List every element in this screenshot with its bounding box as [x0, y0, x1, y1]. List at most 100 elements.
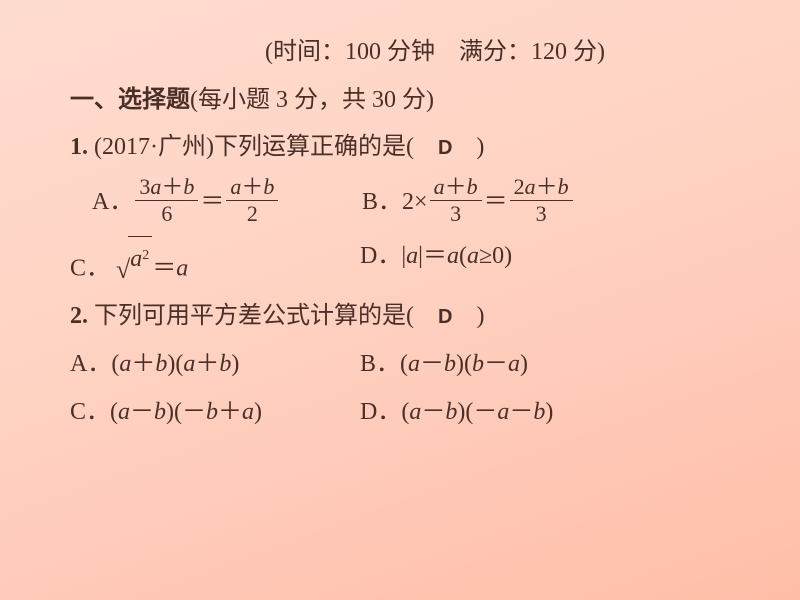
q1-text: (2017·广州)下列运算正确的是( [88, 134, 438, 160]
q2-option-a: A．(a＋b)(a＋b) [70, 342, 360, 388]
n: a [525, 174, 536, 199]
q1-number: 1. [70, 134, 88, 160]
a: a [176, 256, 188, 282]
time-unit: 分钟 满分： [381, 39, 531, 65]
q2-answer: D [438, 306, 452, 328]
q1-answer: D [438, 137, 452, 159]
t: ＋ [195, 351, 219, 377]
q2-text: 下列可用平方差公式计算的是( [88, 303, 438, 329]
eq: ＝ [152, 256, 176, 282]
sqrt-expr: √ a2 [116, 236, 152, 283]
opt-d-label: D． [360, 243, 401, 269]
n: b [263, 174, 274, 199]
t: ) [254, 399, 262, 425]
opt-c-label: C． [70, 256, 110, 282]
time-value: 100 [345, 39, 381, 65]
n: ＋ [445, 174, 467, 199]
b: b [155, 351, 167, 377]
q2-close: ) [452, 303, 484, 329]
fraction-3: a＋b 3 [430, 175, 482, 226]
t: D．( [360, 399, 409, 425]
a: a [242, 399, 254, 425]
a: a [130, 246, 142, 272]
fraction-4: 2a＋b 3 [510, 175, 573, 226]
n: b [558, 174, 569, 199]
q2-option-b: B．(a－b)(b－a) [360, 342, 528, 388]
section-detail: (每小题 3 分，共 30 分) [190, 87, 434, 113]
opt-a-label: A． [92, 180, 133, 226]
full-score: 120 [531, 39, 567, 65]
t: |＝ [418, 243, 447, 269]
b: b [472, 351, 484, 377]
time-label: (时间： [265, 39, 345, 65]
eq: ＝ [484, 180, 508, 226]
n: a [230, 174, 241, 199]
q2-option-d: D．(a－b)(－a－b) [360, 390, 553, 436]
a: a [467, 243, 479, 269]
a: a [119, 351, 131, 377]
t: )( [167, 351, 183, 377]
q2-number: 2. [70, 303, 88, 329]
n: b [467, 174, 478, 199]
question-1: 1. (2017·广州)下列运算正确的是( D ) [70, 125, 740, 171]
t: － [130, 399, 154, 425]
section-title: 一、选择题(每小题 3 分，共 30 分) [70, 78, 740, 124]
exam-header: (时间：100 分钟 满分：120 分) [70, 30, 740, 76]
radicand: a2 [128, 236, 152, 283]
full-unit: 分) [567, 39, 605, 65]
d: 3 [430, 201, 482, 226]
q1-option-d: D．|a|＝a(a≥0) [360, 234, 512, 292]
t: ≥0) [479, 243, 512, 269]
t: － [509, 399, 533, 425]
t: ) [231, 351, 239, 377]
a: a [497, 399, 509, 425]
eq: ＝ [200, 180, 224, 226]
n: a [434, 174, 445, 199]
t: A．( [70, 351, 119, 377]
t: ( [459, 243, 467, 269]
t: C．( [70, 399, 118, 425]
t: － [420, 351, 444, 377]
q1-options-row1: A． 3a＋b 6 ＝ a＋b 2 B． 2× a＋b 3 ＝ 2a＋b 3 [70, 177, 740, 228]
b: b [444, 351, 456, 377]
section-prefix: 一、选择题 [70, 87, 190, 113]
q2-options-row1: A．(a＋b)(a＋b) B．(a－b)(b－a) [70, 342, 740, 388]
opt-b-label: B． [362, 180, 402, 226]
t: ＋ [131, 351, 155, 377]
t: )(－ [166, 399, 206, 425]
d: 6 [135, 201, 198, 226]
q1-close: ) [452, 134, 484, 160]
n: ＋ [536, 174, 558, 199]
q2-option-c: C．(a－b)(－b＋a) [70, 390, 360, 436]
q1-option-b: B． 2× a＋b 3 ＝ 2a＋b 3 [362, 177, 575, 228]
t: B．( [360, 351, 408, 377]
a: a [409, 399, 421, 425]
a: a [508, 351, 520, 377]
t: )( [456, 351, 472, 377]
q1-option-c: C． √ a2 ＝a [70, 234, 360, 292]
b: b [219, 351, 231, 377]
n: 2 [514, 174, 525, 199]
b: b [533, 399, 545, 425]
a: a [406, 243, 418, 269]
t: － [484, 351, 508, 377]
t: ＋ [218, 399, 242, 425]
n: a [150, 174, 161, 199]
fraction-1: 3a＋b 6 [135, 175, 198, 226]
n: 3 [139, 174, 150, 199]
d: 2 [226, 201, 278, 226]
b-pre: 2× [402, 180, 428, 226]
sup: 2 [142, 248, 149, 263]
d: 3 [510, 201, 573, 226]
q1-options-row2: C． √ a2 ＝a D．|a|＝a(a≥0) [70, 234, 740, 292]
a: a [183, 351, 195, 377]
a: a [408, 351, 420, 377]
q1-option-a: A． 3a＋b 6 ＝ a＋b 2 [70, 177, 362, 228]
t: )(－ [457, 399, 497, 425]
t: ) [520, 351, 528, 377]
a: a [447, 243, 459, 269]
b: b [206, 399, 218, 425]
b: b [154, 399, 166, 425]
q2-options-row2: C．(a－b)(－b＋a) D．(a－b)(－a－b) [70, 390, 740, 436]
a: a [118, 399, 130, 425]
